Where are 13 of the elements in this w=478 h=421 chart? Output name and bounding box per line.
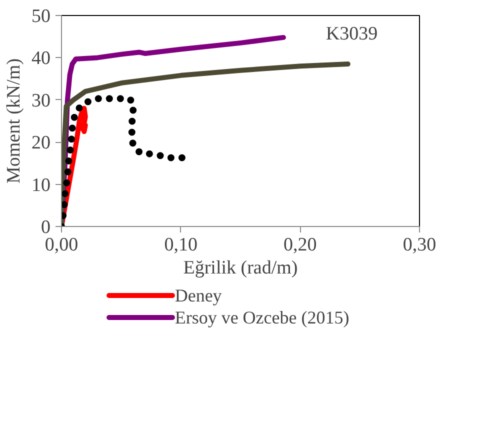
y-tick-label: 50	[32, 6, 50, 27]
x-tick-label: 0,10	[164, 234, 198, 256]
y-tick-label: 40	[32, 48, 50, 70]
legend-label: Deney	[174, 286, 222, 306]
y-tick-label: 10	[32, 174, 50, 196]
y-tick-label: 20	[32, 132, 50, 154]
x-tick-label: 0,30	[402, 234, 436, 256]
y-axis-title: Moment (kN/m)	[4, 58, 24, 184]
y-tick-label: 30	[32, 90, 50, 112]
x-tick-label: 0,20	[284, 234, 317, 256]
annotation: K3039	[326, 24, 378, 45]
legend-label: Ersoy ve Ozcebe (2015)	[174, 308, 350, 328]
x-axis-title: Eğrilik (rad/m)	[183, 258, 298, 278]
